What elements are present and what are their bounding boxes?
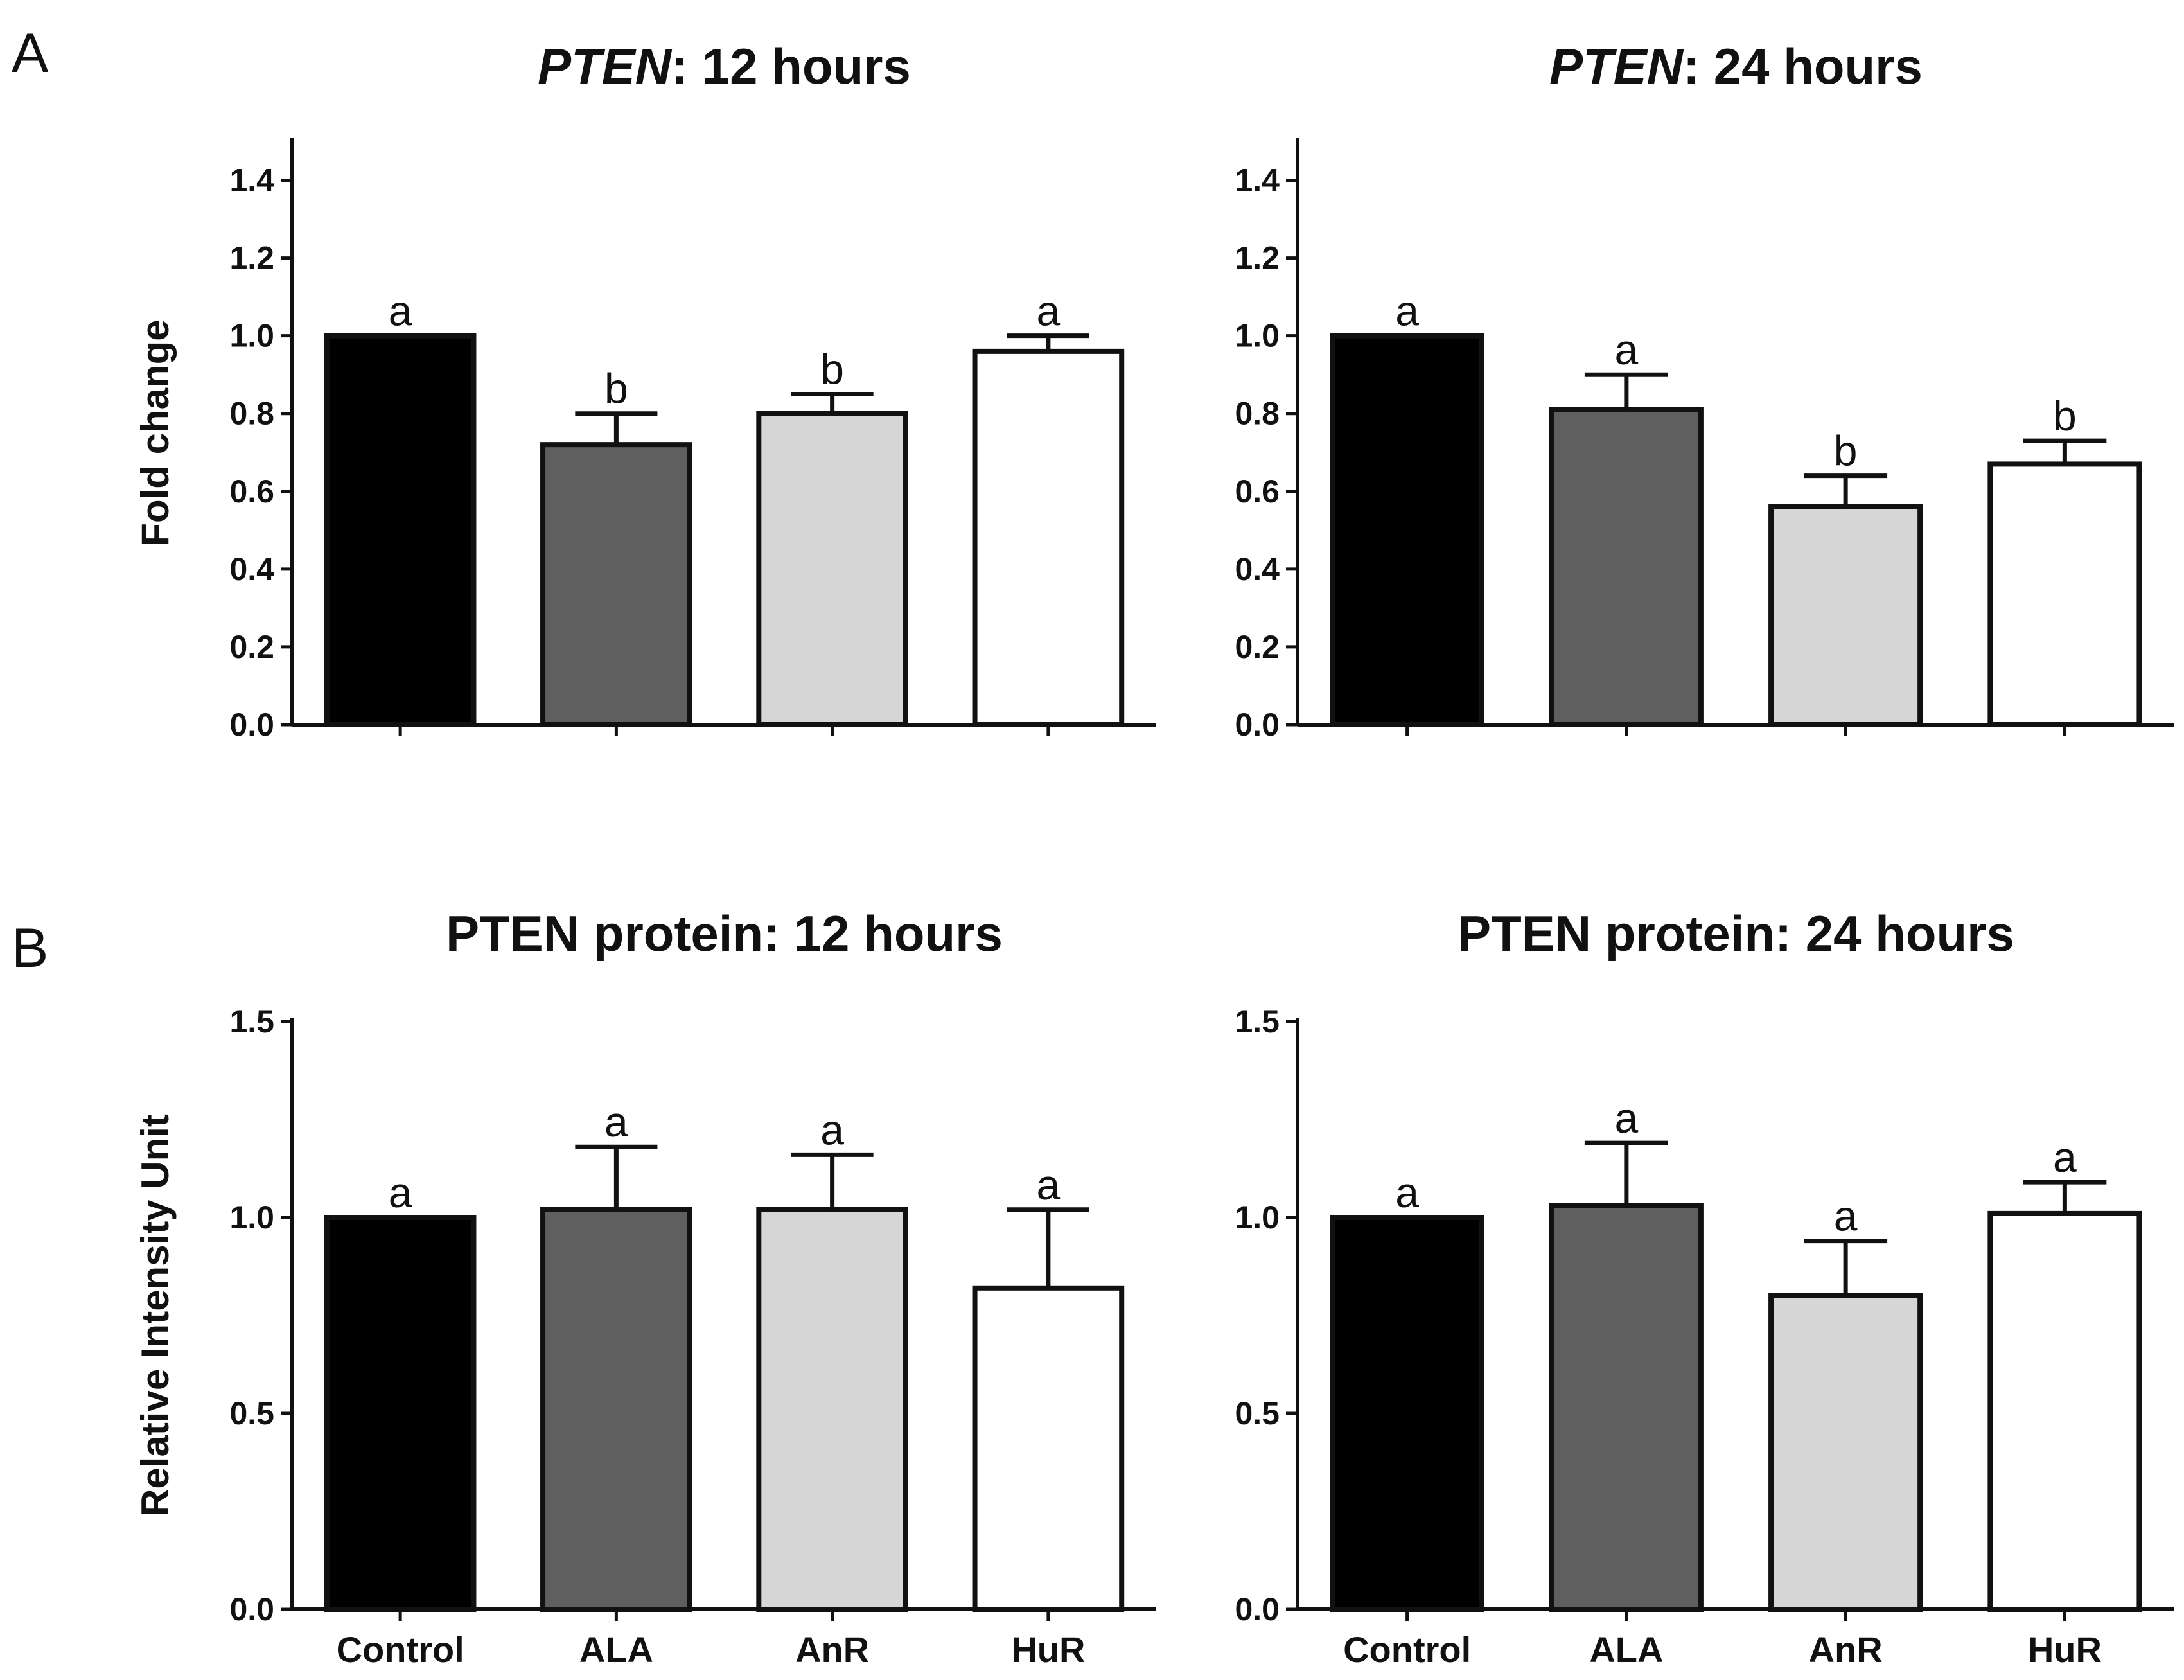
y-tick-label: 0.8 <box>229 396 274 432</box>
bar <box>1330 1215 1484 1612</box>
y-tick-label: 0.0 <box>229 1591 274 1627</box>
bar <box>1330 333 1484 727</box>
y-tick-label: 0.4 <box>1235 551 1280 587</box>
y-tick-label: 0.5 <box>229 1395 274 1431</box>
y-axis-label: Relative Intensity Unit <box>134 1114 177 1517</box>
y-tick-label: 1.0 <box>1235 318 1280 354</box>
y-tick-label: 0.2 <box>1235 629 1280 665</box>
x-tick-label: AnR <box>795 1629 869 1670</box>
bar <box>972 348 1125 727</box>
bar <box>1987 1210 2142 1612</box>
y-axis-label: Fold change <box>134 319 177 546</box>
x-tick-label: ALA <box>1589 1629 1663 1670</box>
x-tick-label: AnR <box>1809 1629 1883 1670</box>
significance-label: b <box>820 345 844 393</box>
y-tick-label: 0.0 <box>229 707 274 743</box>
significance-label: a <box>1037 1161 1061 1208</box>
y-tick-label: 1.5 <box>229 1004 274 1039</box>
significance-label: a <box>1037 287 1061 335</box>
y-tick-label: 1.0 <box>1235 1199 1280 1235</box>
bar <box>324 333 477 727</box>
bar <box>1768 504 1923 727</box>
x-tick-label: Control <box>1343 1629 1471 1670</box>
x-tick-label: HuR <box>2028 1629 2102 1670</box>
chart-title: PTEN: 24 hours <box>1549 38 1923 94</box>
bar <box>1987 461 2142 728</box>
significance-label: a <box>389 287 412 335</box>
y-tick-label: 1.0 <box>229 1199 274 1235</box>
chart-title-rest: : 24 hours <box>1683 38 1923 94</box>
bar <box>540 442 692 727</box>
significance-label: b <box>2053 392 2077 439</box>
significance-label: a <box>2053 1133 2077 1181</box>
y-tick-label: 0.6 <box>1235 473 1280 509</box>
panel-letter-b: B <box>12 917 48 979</box>
significance-label: a <box>1395 1169 1419 1216</box>
y-tick-label: 0.0 <box>1235 1591 1280 1627</box>
bar <box>972 1285 1125 1613</box>
y-tick-label: 0.6 <box>229 473 274 509</box>
y-tick-label: 0.0 <box>1235 707 1280 743</box>
y-tick-label: 1.2 <box>1235 240 1280 276</box>
y-tick-label: 0.5 <box>1235 1395 1280 1431</box>
x-tick-label: Control <box>337 1629 464 1670</box>
bar <box>756 1207 908 1613</box>
panel-letter-a: A <box>12 22 49 84</box>
significance-label: b <box>1834 427 1858 475</box>
x-tick-label: ALA <box>579 1629 653 1670</box>
chart-title-rest: : 12 hours <box>671 38 911 94</box>
chart-title: PTEN protein: 24 hours <box>1457 905 2014 962</box>
y-tick-label: 1.2 <box>229 240 274 276</box>
x-tick-label: HuR <box>1011 1629 1085 1670</box>
y-tick-label: 1.4 <box>229 163 274 199</box>
significance-label: b <box>604 365 628 412</box>
significance-label: a <box>1615 326 1639 373</box>
chart-title: PTEN: 12 hours <box>538 38 911 94</box>
bar <box>1549 1203 1704 1612</box>
significance-label: a <box>820 1106 844 1153</box>
y-tick-label: 0.8 <box>1235 396 1280 432</box>
bar <box>324 1215 477 1612</box>
significance-label: a <box>1395 287 1419 335</box>
chart-title-italic: PTEN <box>538 38 673 94</box>
significance-label: a <box>389 1169 412 1216</box>
bar <box>1768 1293 1923 1612</box>
y-tick-label: 1.5 <box>1235 1004 1280 1039</box>
bar <box>540 1207 692 1613</box>
y-tick-label: 1.0 <box>229 318 274 354</box>
y-tick-label: 1.4 <box>1235 163 1280 199</box>
chart-title-italic: PTEN <box>1549 38 1684 94</box>
bar <box>1549 407 1704 727</box>
y-tick-label: 0.4 <box>229 551 274 587</box>
significance-label: a <box>1615 1094 1639 1142</box>
y-tick-label: 0.2 <box>229 629 274 665</box>
significance-label: a <box>604 1098 628 1145</box>
bar <box>756 411 908 727</box>
chart-title: PTEN protein: 12 hours <box>446 905 1003 962</box>
significance-label: a <box>1834 1192 1858 1240</box>
